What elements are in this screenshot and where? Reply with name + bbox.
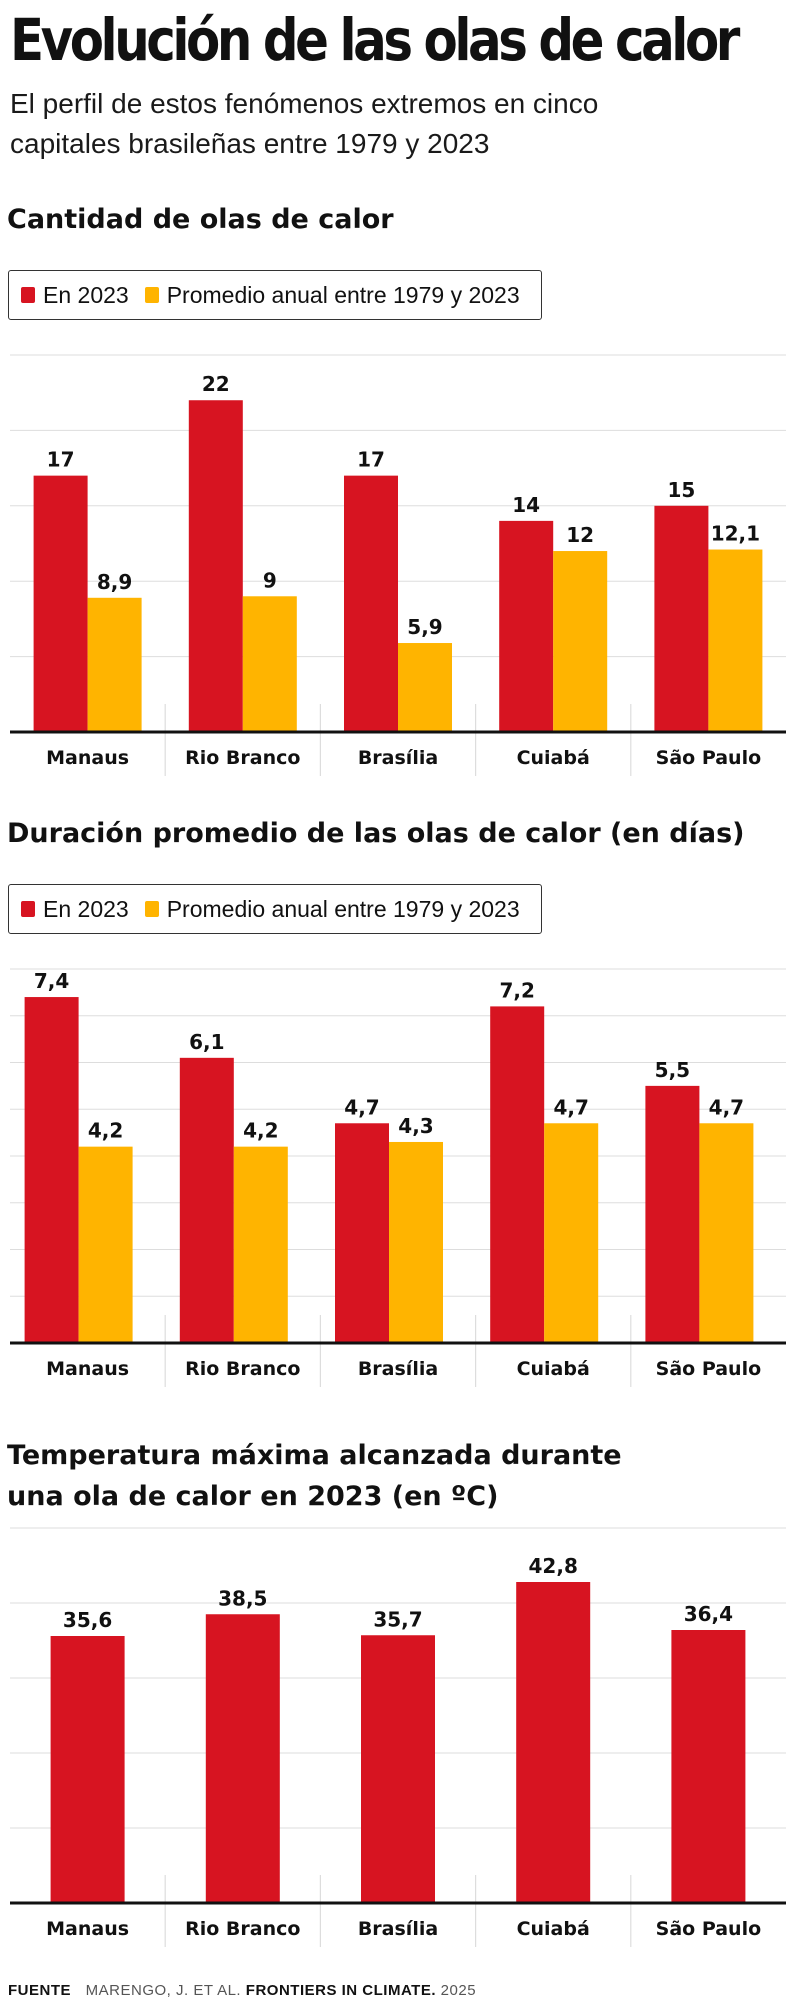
value-label-brasilia-2023: 17 [357,448,385,472]
chart-2-legend: En 2023 Promedio anual entre 1979 y 2023 [8,884,542,934]
value-label-rio-branco-2023: 22 [202,372,230,396]
bar-manaus-promedio [78,1146,133,1343]
source-label: FUENTE [8,1982,71,1999]
source-line: FUENTE MARENGO, J. ET AL. FRONTIERS IN C… [8,1982,476,1999]
bar-rio-branco-2023 [179,1057,234,1343]
chart-3-temperatura-maxima: 35,6 Manaus 38,5 Rio Branco 35,7 Brasília 42,8… [10,1527,786,1947]
category-label-cuiaba: Cuiabá [517,1358,590,1380]
bar-cuiaba-promedio [544,1123,599,1343]
bar-sao-paulo-2023 [654,505,709,732]
bar-sao-paulo-2023 [645,1085,700,1343]
category-label-brasilia: Brasília [358,1358,438,1380]
chart-1-cantidad-olas: 17 8,9 Manaus 22 9 Rio Branco 17 5,9 Brasília 14 1… [10,354,786,776]
category-label-brasilia: Brasília [358,1918,438,1940]
bar-manaus-2023 [24,997,79,1343]
value-label-manaus-2023: 17 [47,448,75,472]
legend-label-2023: En 2023 [43,281,129,308]
chart-2-duracion-olas: 7,4 4,2 Manaus 6,1 4,2 Rio Branco 4,7 4,3 Brasíl… [10,968,786,1387]
category-label-manaus: Manaus [46,1358,129,1380]
legend-swatch-yellow [144,287,159,303]
legend-swatch-yellow [144,901,159,917]
subtitle-line-1: El perfil de estos fenómenos extremos en… [10,88,599,119]
value-label-sao-paulo-promedio: 4,7 [709,1095,744,1119]
subtitle-line-2: capitales brasileñas entre 1979 y 2023 [10,128,490,159]
bar-rio-branco-promedio [233,1146,288,1343]
value-label-manaus-promedio: 8,9 [97,570,132,594]
value-label-rio-branco-promedio: 9 [263,568,277,592]
bar-sao-paulo-promedio [699,1123,754,1343]
legend-label-average: Promedio anual entre 1979 y 2023 [166,281,520,308]
category-label-manaus: Manaus [46,747,129,769]
value-label-cuiaba-2023: 14 [512,493,540,517]
value-label-cuiaba-2023: 7,2 [499,978,534,1002]
value-label-brasilia-2023: 35,7 [373,1607,422,1631]
category-label-brasilia: Brasília [358,747,438,769]
value-label-rio-branco-promedio: 4,2 [243,1119,278,1143]
bar-cuiaba-2023 [490,1006,545,1343]
legend-swatch-red [21,287,35,303]
bar-rio-branco-promedio [242,596,297,732]
source-year: 2025 [440,1982,477,1999]
value-label-cuiaba-promedio: 12 [566,523,594,547]
legend-item-2023: En 2023 [21,282,129,309]
value-label-rio-branco-2023: 6,1 [189,1030,224,1054]
category-label-cuiaba: Cuiabá [517,747,590,769]
chart-1-title: Cantidad de olas de calor [7,204,394,235]
source-authors: MARENGO, J. ET AL. [85,1982,242,1999]
legend-label-2023: En 2023 [43,895,129,922]
bar-sao-paulo-2023 [671,1630,746,1903]
bar-brasilia-promedio [398,643,452,732]
value-label-rio-branco-2023: 38,5 [218,1586,267,1610]
value-label-sao-paulo-promedio: 12,1 [711,522,760,546]
page-title: Evolución de las olas de calor [10,6,740,74]
bar-manaus-2023 [33,475,88,732]
category-label-rio-branco: Rio Branco [185,747,300,769]
bar-rio-branco-2023 [205,1614,280,1903]
value-label-sao-paulo-2023: 36,4 [684,1602,733,1626]
value-label-manaus-2023: 7,4 [34,969,69,993]
bar-brasilia-2023 [344,475,398,732]
legend-item-average: Promedio anual entre 1979 y 2023 [144,895,520,923]
bar-brasilia-2023 [335,1123,389,1343]
legend-swatch-red [21,901,35,917]
value-label-cuiaba-2023: 42,8 [529,1554,578,1578]
category-label-sao-paulo: São Paulo [656,1918,762,1940]
chart-3-title-line-1: Temperatura máxima alcanzada durante [7,1440,622,1471]
value-label-sao-paulo-2023: 5,5 [655,1058,690,1082]
value-label-sao-paulo-2023: 15 [667,478,695,502]
legend-item-2023: En 2023 [21,896,129,923]
bar-rio-branco-2023 [188,400,243,732]
bar-brasilia-promedio [389,1141,443,1343]
legend-item-average: Promedio anual entre 1979 y 2023 [144,281,520,309]
chart-2-title: Duración promedio de las olas de calor (… [7,818,745,849]
category-label-cuiaba: Cuiabá [517,1918,590,1940]
chart-1-legend: En 2023 Promedio anual entre 1979 y 2023 [8,270,542,320]
bar-manaus-promedio [87,597,142,732]
value-label-manaus-promedio: 4,2 [88,1119,123,1143]
category-label-rio-branco: Rio Branco [185,1918,300,1940]
value-label-brasilia-promedio: 5,9 [407,615,442,639]
bar-cuiaba-promedio [553,551,608,732]
category-label-sao-paulo: São Paulo [656,747,762,769]
value-label-brasilia-2023: 4,7 [344,1095,379,1119]
bar-cuiaba-2023 [516,1582,591,1903]
category-label-manaus: Manaus [46,1918,129,1940]
bar-brasilia-2023 [361,1635,435,1903]
source-journal: FRONTIERS IN CLIMATE. [245,1982,436,1999]
category-label-rio-branco: Rio Branco [185,1358,300,1380]
bar-cuiaba-2023 [499,520,554,732]
legend-label-average: Promedio anual entre 1979 y 2023 [166,895,520,922]
value-label-manaus-2023: 35,6 [63,1608,112,1632]
bar-sao-paulo-promedio [708,549,763,732]
chart-3-title-line-2: una ola de calor en 2023 (en ºC) [7,1481,499,1512]
bar-manaus-2023 [50,1636,125,1903]
value-label-cuiaba-promedio: 4,7 [553,1095,588,1119]
category-label-sao-paulo: São Paulo [656,1358,762,1380]
value-label-brasilia-promedio: 4,3 [398,1114,433,1138]
